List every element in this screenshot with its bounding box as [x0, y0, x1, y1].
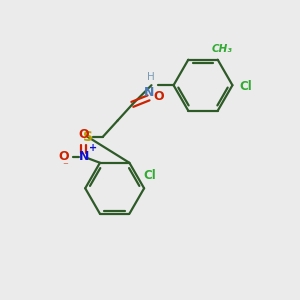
- Text: ⁻: ⁻: [62, 161, 68, 171]
- Text: O: O: [154, 91, 164, 103]
- Text: +: +: [89, 143, 97, 153]
- Text: H: H: [147, 72, 154, 82]
- Text: O: O: [58, 150, 69, 164]
- Text: N: N: [144, 86, 154, 99]
- Text: Cl: Cl: [144, 169, 156, 182]
- Text: O: O: [78, 128, 89, 141]
- Text: S: S: [82, 130, 93, 144]
- Text: N: N: [79, 150, 89, 164]
- Text: Cl: Cl: [240, 80, 253, 93]
- Text: CH₃: CH₃: [212, 44, 232, 54]
